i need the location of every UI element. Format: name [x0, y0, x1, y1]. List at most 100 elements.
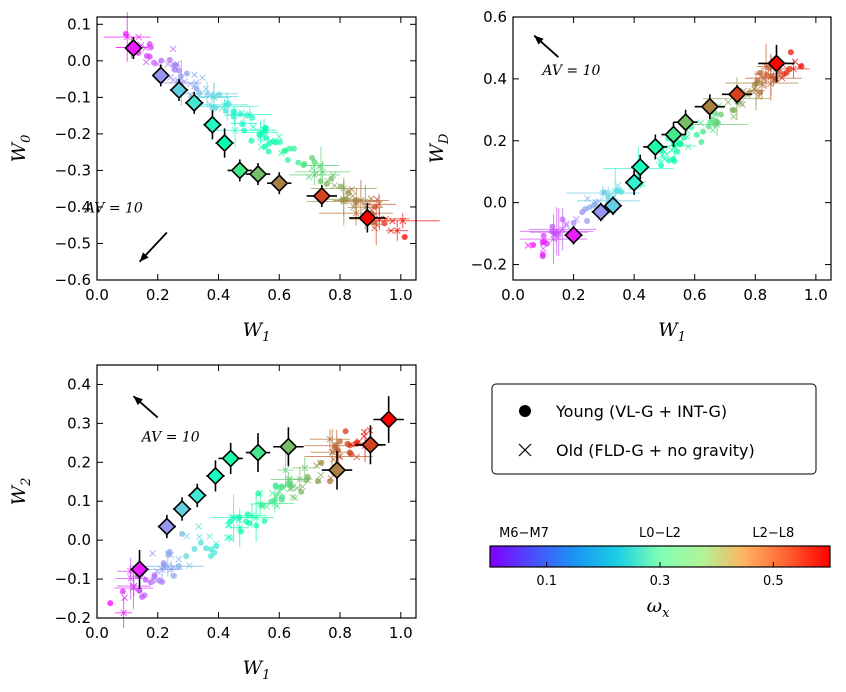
young-point [579, 209, 586, 216]
old-point [169, 45, 177, 53]
young-point [249, 114, 256, 121]
old-point [225, 521, 233, 529]
old-point [656, 157, 663, 164]
young-point [261, 517, 268, 524]
average-diamond [124, 38, 143, 58]
young-point [216, 91, 223, 98]
young-point [262, 128, 269, 135]
y-tick-label: 0.4 [483, 70, 507, 88]
young-point [700, 128, 707, 135]
young-point [680, 134, 687, 141]
young-marker-icon [519, 405, 531, 417]
young-point [559, 216, 566, 223]
colorbar-tick-label: 0.3 [650, 574, 671, 589]
old-point [202, 85, 210, 93]
young-point [203, 545, 210, 552]
panel-wd-vs-w1: AV = 10 0.0 0.2 0.4 0.6 0.8 1.0 0.6 0.4 0.2 0.0 −0.… [426, 8, 832, 345]
average-diamond [248, 443, 268, 462]
young-point [213, 543, 220, 550]
y-tick-label: −0.1 [55, 570, 91, 588]
young-point [326, 478, 333, 485]
old-point [331, 182, 338, 189]
old-point [224, 522, 232, 529]
average-diamond [279, 437, 298, 456]
y-axis-label: W0 [8, 135, 34, 163]
average-diamond [631, 157, 650, 177]
average-diamond [215, 133, 234, 153]
young-point [159, 578, 166, 585]
y-tick-label: 0.0 [483, 194, 507, 212]
young-point [146, 53, 153, 60]
y-tick-label: 0.2 [483, 132, 507, 150]
old-marker-icon [518, 443, 532, 457]
average-diamond [221, 449, 240, 468]
x-tick-label: 0.8 [328, 624, 352, 642]
colorbar: ωx 0.1 0.3 0.5 M6−M7 L0−L2 L2−L8 [489, 526, 831, 621]
legend-old-label: Old (FLD-G + no gravity) [556, 441, 755, 460]
old-point [360, 428, 368, 436]
young-point [584, 217, 591, 224]
young-point [301, 161, 308, 168]
old-point [115, 557, 147, 600]
young-point [539, 253, 546, 260]
x-tick-label: 0.0 [501, 286, 525, 304]
young-point [230, 108, 237, 115]
average-diamond [767, 54, 786, 73]
average-diamond [646, 137, 665, 157]
old-point [730, 113, 737, 120]
young-point [671, 158, 678, 165]
y-tick-label: −0.3 [55, 161, 91, 179]
old-point [224, 534, 231, 541]
x-tick-label: 0.4 [622, 286, 646, 304]
young-point [540, 232, 547, 239]
y-tick-label: 0.1 [67, 15, 91, 33]
young-point [295, 159, 302, 166]
old-point [528, 208, 597, 251]
old-point [371, 224, 378, 232]
young-point [147, 44, 154, 51]
young-point [263, 134, 270, 141]
average-points [124, 37, 386, 233]
old-point [175, 555, 183, 563]
old-point [186, 80, 194, 88]
young-point [745, 90, 752, 97]
young-point [530, 242, 537, 249]
old-point [349, 192, 356, 200]
young-point [570, 219, 577, 226]
old-point [237, 503, 267, 528]
old-point [164, 60, 172, 68]
average-diamond [230, 161, 249, 180]
legend-frame [491, 383, 817, 475]
young-point [243, 112, 250, 119]
young-point [709, 116, 716, 123]
extinction-arrow [533, 34, 560, 58]
young-point [237, 111, 244, 118]
young-point [309, 154, 316, 161]
old-point [317, 471, 325, 479]
x-tick-label: 0.8 [328, 286, 352, 304]
old-point [313, 462, 320, 469]
young-point [248, 137, 255, 144]
young-point [166, 548, 173, 555]
extinction-label: AV = 10 [140, 430, 200, 446]
young-point [605, 193, 612, 200]
young-point [318, 459, 325, 466]
average-diamond [358, 208, 377, 228]
young-point [618, 188, 625, 195]
young-point [139, 593, 146, 600]
x-tick-label: 0.2 [146, 286, 170, 304]
old-point [256, 134, 264, 141]
old-point [195, 523, 202, 530]
colorbar-spectral-label: L0−L2 [639, 526, 681, 541]
y-tick-label: 0.4 [67, 375, 91, 393]
legend-young-label: Young (VL-G + INT-G) [555, 402, 727, 421]
y-tick-label: −0.4 [55, 198, 91, 216]
old-point [658, 151, 666, 159]
old-point [291, 494, 299, 502]
old-point [663, 150, 670, 158]
young-point [279, 494, 286, 501]
young-point [183, 70, 190, 77]
old-point [228, 514, 236, 521]
extinction-arrow [132, 395, 159, 419]
individual-points [107, 427, 382, 628]
